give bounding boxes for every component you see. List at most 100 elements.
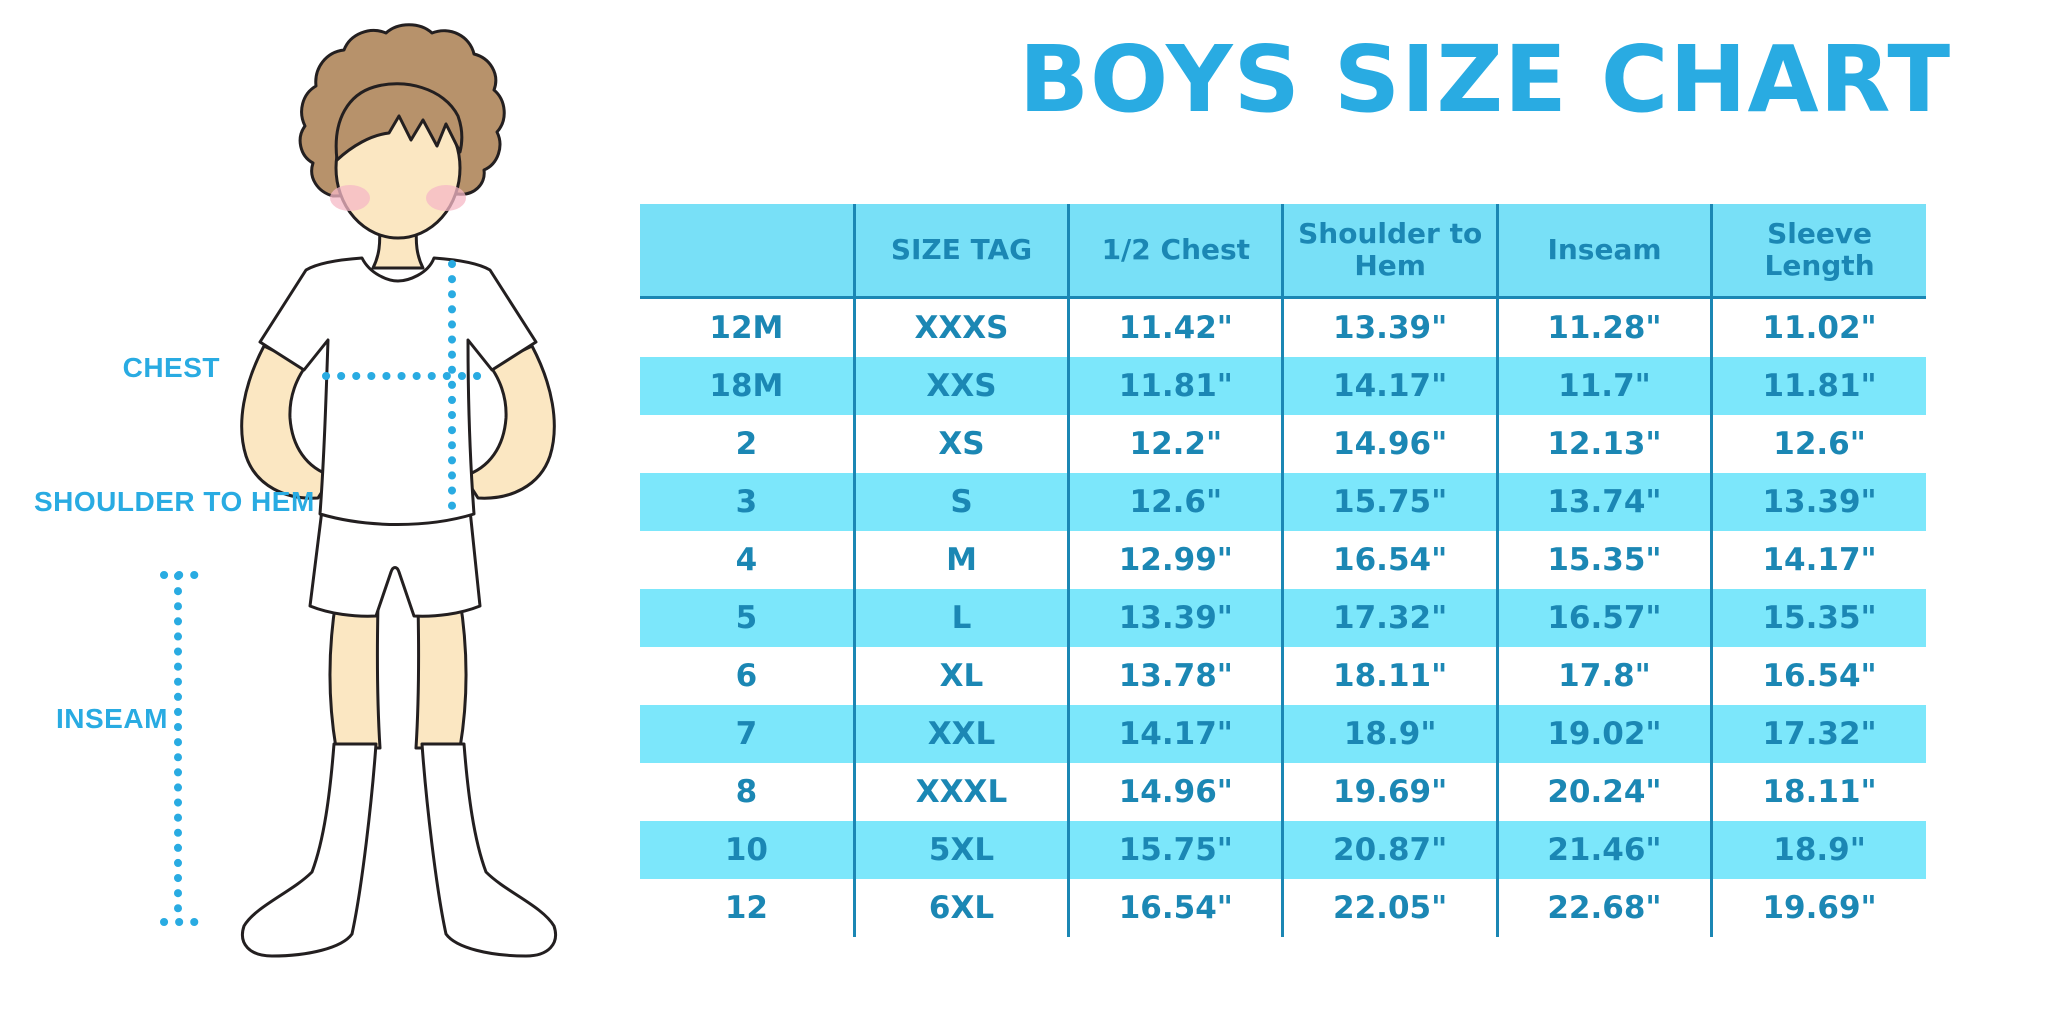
table-cell: 14.17" [1762, 542, 1877, 578]
table-cell: 10 [640, 821, 856, 879]
table-cell: XL [854, 647, 1071, 705]
table-row: 3 S 12.6" 15.75" 13.74" 13.39" [640, 473, 1926, 531]
size-table: SIZE TAG 1/2 Chest Shoulder to Hem Inseam Sl… [640, 204, 1926, 937]
table-cell: 3 [640, 473, 856, 531]
table-cell: 12.6" [1773, 426, 1866, 462]
table-cell: 16.57" [1497, 589, 1714, 647]
table-cell: XS [854, 415, 1071, 473]
table-cell: 12M [640, 297, 856, 357]
table-cell: 14.17" [1068, 705, 1285, 763]
table-cell: 20.87" [1282, 821, 1499, 879]
table-cell: 12.6" [1068, 473, 1285, 531]
table-cell: 22.68" [1497, 879, 1714, 937]
boy-leg-left [328, 598, 382, 750]
table-row: 10 5XL 15.75" 20.87" 21.46" 18.9" [640, 821, 1926, 879]
table-cell: XXS [854, 357, 1071, 415]
table-cell: 21.46" [1497, 821, 1714, 879]
table-cell: 13.74" [1497, 473, 1714, 531]
table-cell: 18M [640, 357, 856, 415]
size-table-header: SIZE TAG 1/2 Chest Shoulder to Hem Inseam Sl… [640, 204, 1926, 299]
table-cell: 11.7" [1497, 357, 1714, 415]
table-row: 8 XXXL 14.96" 19.69" 20.24" 18.11" [640, 763, 1926, 821]
table-cell: 2 [640, 415, 856, 473]
table-cell: 19.69" [1282, 763, 1499, 821]
boy-arm-left [240, 344, 334, 500]
boy-shirt [258, 256, 538, 526]
table-cell: 14.17" [1282, 357, 1499, 415]
boy-blush-left [330, 185, 370, 211]
table-cell: 4 [640, 531, 856, 589]
table-cell: 12.99" [1068, 531, 1285, 589]
table-cell: 16.54" [1762, 658, 1877, 694]
table-cell: S [854, 473, 1071, 531]
table-cell: XXXS [854, 297, 1071, 357]
table-cell: 13.39" [1068, 589, 1285, 647]
table-cell: 12.2" [1068, 415, 1285, 473]
boy-sock-right [420, 742, 557, 958]
table-row: 18M XXS 11.81" 14.17" 11.7" 11.81" [640, 357, 1926, 415]
table-cell: 5XL [854, 821, 1071, 879]
boy-hair-fringe [334, 82, 464, 162]
table-cell: 15.35" [1711, 589, 1926, 647]
table-cell: 16.54" [1282, 531, 1499, 589]
column-header [640, 204, 856, 299]
table-cell: XXL [854, 705, 1071, 763]
table-cell: 18.11" [1282, 647, 1499, 705]
size-table-body: 12M XXXS 11.42" 13.39" 11.28" 11.02" 18M XXS 11.… [640, 297, 1926, 937]
header-row: SIZE TAG 1/2 Chest Shoulder to Hem Inseam Sl… [640, 204, 1926, 299]
shoulder-to-hem-label: SHOULDER TO HEM [34, 486, 315, 517]
table-row: 2 XS 12.2" 14.96" 12.13" 12.6" [640, 415, 1926, 473]
table-cell: 12.13" [1497, 415, 1714, 473]
table-row: 5 L 13.39" 17.32" 16.57" 15.35" [640, 589, 1926, 647]
chest-label: CHEST [122, 352, 220, 383]
table-cell: 6XL [854, 879, 1071, 937]
table-cell: 18.9" [1711, 821, 1926, 879]
table-cell: 16.54" [1068, 879, 1285, 937]
table-cell: 13.39" [1282, 297, 1499, 357]
table-cell: 18.9" [1282, 705, 1499, 763]
table-cell: L [854, 589, 1071, 647]
column-header: Shoulder to Hem [1282, 204, 1499, 299]
column-header: 1/2 Chest [1068, 204, 1285, 299]
table-cell: 15.75" [1068, 821, 1285, 879]
column-header: Sleeve Length [1711, 204, 1926, 299]
table-cell: 8 [640, 763, 856, 821]
page-title: BOYS SIZE CHART [1018, 26, 1952, 133]
table-cell: 6 [640, 647, 856, 705]
table-cell: 11.28" [1497, 297, 1714, 357]
table-cell: 11.81" [1711, 357, 1926, 415]
table-cell: 14.96" [1068, 763, 1285, 821]
table-cell: 11.81" [1068, 357, 1285, 415]
table-cell: 20.24" [1497, 763, 1714, 821]
table-row: 12M XXXS 11.42" 13.39" 11.28" 11.02" [640, 297, 1926, 357]
table-cell: 5 [640, 589, 856, 647]
table-cell: 15.75" [1282, 473, 1499, 531]
table-cell: 18.11" [1762, 774, 1877, 810]
table-row: 4 M 12.99" 16.54" 15.35" 14.17" [640, 531, 1926, 589]
table-cell: 12 [640, 879, 856, 937]
column-header: Inseam [1497, 204, 1714, 299]
boy-sock-left [241, 742, 378, 958]
table-cell: 13.39" [1711, 473, 1926, 531]
table-cell: 11.02" [1762, 310, 1877, 346]
boy-leg-right [414, 598, 468, 750]
table-cell: 13.78" [1068, 647, 1285, 705]
table-row: 6 XL 13.78" 18.11" 17.8" 16.54" [640, 647, 1926, 705]
table-cell: 11.42" [1068, 297, 1285, 357]
table-row: 7 XXL 14.17" 18.9" 19.02" 17.32" [640, 705, 1926, 763]
table-cell: M [854, 531, 1071, 589]
table-cell: 14.96" [1282, 415, 1499, 473]
boy-measurement-illustration [160, 23, 557, 958]
table-cell: 17.8" [1497, 647, 1714, 705]
table-cell: 22.05" [1282, 879, 1499, 937]
boy-arm-right [462, 344, 556, 500]
table-cell: 19.02" [1497, 705, 1714, 763]
table-cell: 15.35" [1497, 531, 1714, 589]
table-cell: 19.69" [1762, 890, 1877, 926]
table-cell: 17.32" [1282, 589, 1499, 647]
column-header: SIZE TAG [854, 204, 1071, 299]
table-cell: 7 [640, 705, 856, 763]
table-cell: XXXL [854, 763, 1071, 821]
boy-blush-right [426, 185, 466, 211]
